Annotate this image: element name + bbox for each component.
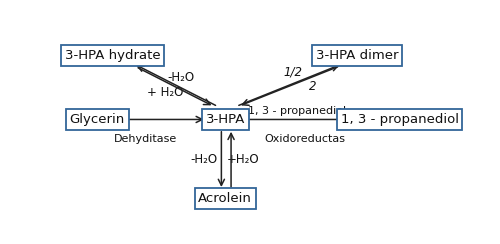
Text: 3-HPA hydrate: 3-HPA hydrate	[65, 49, 160, 62]
Text: -H₂O: -H₂O	[167, 71, 194, 84]
Text: Glycerin: Glycerin	[70, 113, 125, 126]
Text: 2: 2	[308, 80, 316, 93]
Text: 1, 3 - propanediol: 1, 3 - propanediol	[248, 106, 346, 116]
Text: 1/2: 1/2	[284, 65, 302, 78]
Text: 1, 3 - propanediol: 1, 3 - propanediol	[340, 113, 458, 126]
Text: -H₂O: -H₂O	[190, 153, 218, 166]
Text: Dehyditase: Dehyditase	[114, 134, 178, 144]
Text: Acrolein: Acrolein	[198, 192, 252, 205]
Text: Oxidoreductas: Oxidoreductas	[264, 134, 345, 144]
Text: 3-HPA dimer: 3-HPA dimer	[316, 49, 398, 62]
Text: + H₂O: + H₂O	[147, 86, 184, 99]
Text: 3-HPA: 3-HPA	[206, 113, 245, 126]
Text: +H₂O: +H₂O	[226, 153, 259, 166]
